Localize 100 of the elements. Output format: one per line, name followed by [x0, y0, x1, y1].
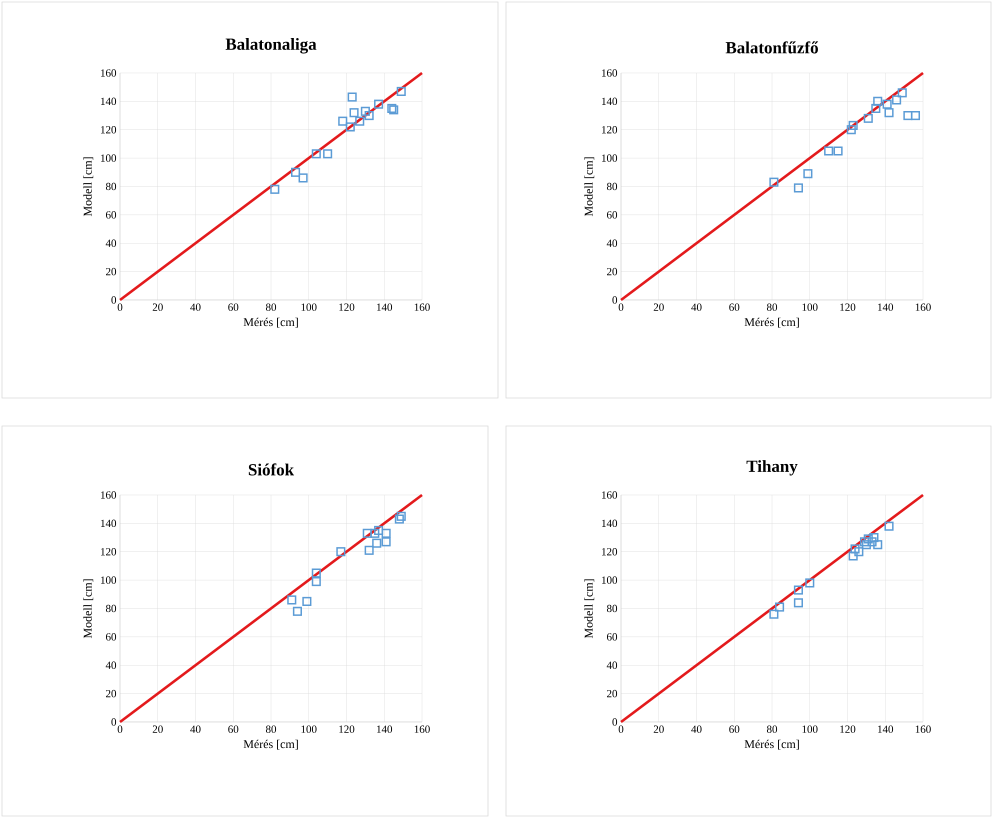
y-tick-label: 120: [101, 126, 116, 134]
y-axis-title: Modell [cm]: [83, 157, 94, 216]
point: [364, 110, 374, 120]
y-tick-label: 80: [606, 604, 618, 612]
point: [805, 578, 814, 588]
y-tick-label: 80: [606, 182, 618, 190]
point: [864, 114, 873, 123]
x-tick-label: 160: [916, 726, 931, 733]
y-tick-label: 0: [111, 718, 116, 726]
point: [336, 547, 346, 556]
point: [323, 149, 332, 158]
point: [871, 104, 880, 113]
point: [794, 598, 803, 608]
point: [338, 116, 348, 126]
x-tick-label: 0: [118, 726, 122, 733]
point: [868, 537, 877, 546]
x-tick-label: 100: [302, 726, 317, 733]
point: [396, 86, 406, 96]
point: [302, 596, 312, 606]
y-tick-label: 0: [612, 718, 618, 726]
x-tick-label: 20: [152, 726, 163, 733]
point: [312, 576, 321, 586]
x-tick-label: 120: [339, 726, 354, 733]
point: [362, 528, 372, 538]
point: [892, 95, 902, 104]
point: [769, 610, 778, 619]
point: [869, 532, 878, 542]
chart-title: Siófok: [248, 463, 294, 476]
x-tick-label: 40: [190, 304, 201, 311]
y-tick-label: 60: [106, 633, 116, 641]
point: [291, 168, 300, 177]
point: [312, 568, 321, 578]
point: [355, 116, 364, 126]
point: [846, 125, 856, 134]
point: [884, 108, 894, 118]
point: [270, 184, 280, 194]
x-tick-label: 160: [414, 726, 430, 733]
point: [346, 122, 355, 132]
x-tick-label: 60: [729, 304, 740, 311]
x-tick-label: 140: [878, 726, 894, 733]
y-tick-label: 40: [106, 240, 116, 247]
x-tick-label: 160: [916, 304, 931, 311]
point: [775, 602, 784, 612]
point: [910, 110, 920, 120]
y-tick-label: 60: [106, 211, 116, 219]
x-tick-label: 40: [190, 726, 201, 733]
x-tick-label: 80: [266, 726, 276, 733]
y-tick-label: 160: [602, 69, 618, 77]
y-tick-label: 140: [101, 98, 116, 106]
x-tick-label: 140: [377, 726, 392, 733]
point: [312, 149, 321, 158]
x-tick-label: 100: [802, 304, 818, 311]
point: [862, 540, 871, 550]
y-tick-label: 140: [602, 520, 618, 528]
point: [834, 146, 843, 156]
x-tick-label: 100: [302, 304, 317, 311]
x-tick-label: 140: [878, 304, 894, 311]
y-tick-label: 100: [101, 576, 116, 584]
y-tick-label: 140: [602, 98, 618, 106]
x-tick-label: 0: [618, 726, 624, 733]
point: [382, 537, 391, 546]
point: [864, 534, 873, 544]
point: [292, 606, 302, 616]
point: [769, 178, 778, 187]
point: [350, 108, 359, 118]
point: [882, 100, 892, 109]
chart-title: Balatonfűzfő: [726, 41, 818, 54]
point: [374, 100, 384, 109]
point: [803, 169, 812, 178]
point: [860, 537, 870, 546]
x-tick-label: 120: [840, 304, 856, 311]
y-tick-label: 20: [607, 690, 618, 698]
point: [873, 540, 882, 550]
point: [794, 585, 803, 595]
point: [364, 546, 374, 555]
point: [848, 120, 858, 130]
point: [382, 528, 391, 538]
x-tick-label: 140: [377, 304, 392, 311]
y-tick-label: 40: [106, 662, 116, 669]
point: [360, 106, 370, 116]
point: [824, 146, 834, 156]
y-axis-title: Modell [cm]: [83, 579, 94, 638]
x-tick-label: 20: [654, 726, 664, 733]
x-tick-label: 60: [228, 304, 238, 311]
point: [298, 173, 308, 183]
y-axis-title: Modell [cm]: [584, 579, 594, 638]
point: [374, 526, 384, 536]
y-tick-label: 160: [101, 69, 116, 77]
point: [848, 551, 858, 561]
x-tick-label: 60: [228, 726, 238, 733]
x-tick-label: 80: [766, 304, 778, 311]
x-axis-title: Mérés [cm]: [744, 318, 799, 328]
point: [287, 595, 296, 605]
chart-title: Tihany: [746, 460, 798, 476]
y-tick-label: 20: [106, 268, 116, 276]
x-tick-label: 120: [339, 304, 354, 311]
x-tick-label: 0: [618, 304, 624, 311]
y-tick-label: 80: [106, 182, 116, 190]
x-tick-label: 40: [691, 726, 702, 733]
x-tick-label: 60: [729, 726, 740, 733]
